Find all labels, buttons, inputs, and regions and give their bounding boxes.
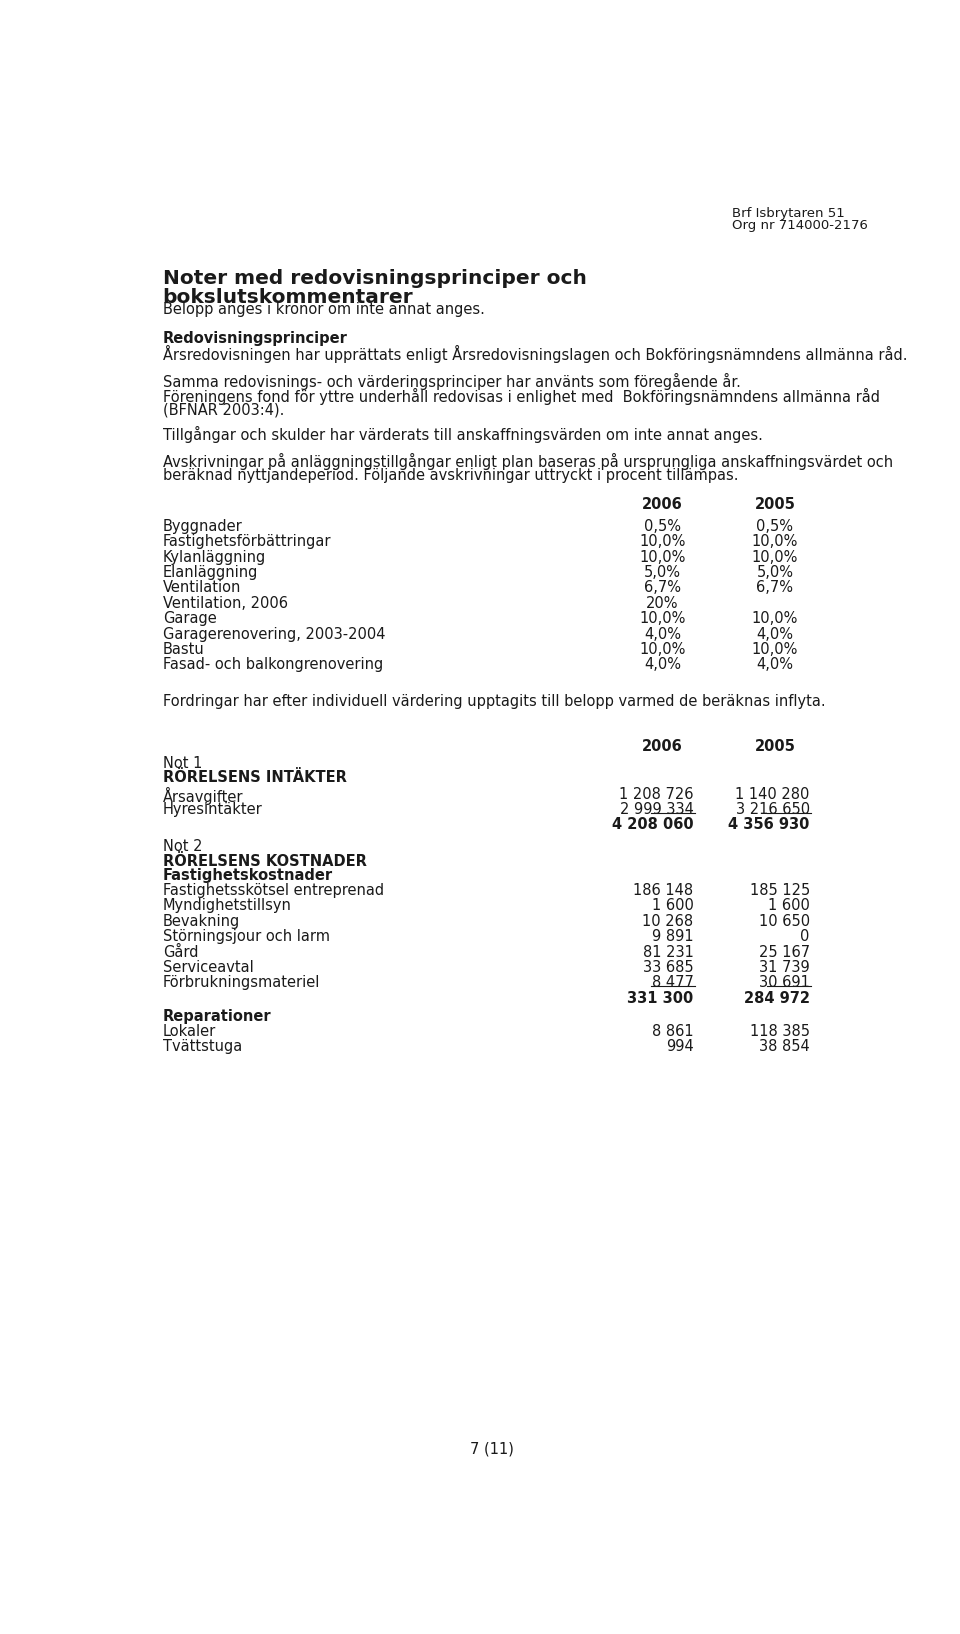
- Text: Fastighetskostnader: Fastighetskostnader: [162, 868, 333, 884]
- Text: Redovisningsprinciper: Redovisningsprinciper: [162, 330, 348, 346]
- Text: Årsavgifter: Årsavgifter: [162, 786, 243, 804]
- Text: 994: 994: [665, 1039, 693, 1054]
- Text: 10,0%: 10,0%: [752, 534, 798, 549]
- Text: Tillgångar och skulder har värderats till anskaffningsvärden om inte annat anges: Tillgångar och skulder har värderats til…: [162, 425, 762, 443]
- Text: (BFNAR 2003:4).: (BFNAR 2003:4).: [162, 402, 284, 417]
- Text: Ventilation: Ventilation: [162, 580, 241, 595]
- Text: 4,0%: 4,0%: [756, 657, 793, 672]
- Text: 10,0%: 10,0%: [752, 549, 798, 564]
- Text: 0: 0: [801, 930, 809, 944]
- Text: 2 999 334: 2 999 334: [619, 802, 693, 817]
- Text: 10,0%: 10,0%: [639, 642, 685, 657]
- Text: Serviceavtal: Serviceavtal: [162, 959, 253, 975]
- Text: 20%: 20%: [646, 596, 679, 611]
- Text: 1 140 280: 1 140 280: [735, 786, 809, 802]
- Text: 9 891: 9 891: [652, 930, 693, 944]
- Text: 2005: 2005: [755, 739, 795, 753]
- Text: 4 208 060: 4 208 060: [612, 817, 693, 832]
- Text: Störningsjour och larm: Störningsjour och larm: [162, 930, 329, 944]
- Text: Gård: Gård: [162, 944, 198, 959]
- Text: 6,7%: 6,7%: [644, 580, 681, 595]
- Text: 38 854: 38 854: [759, 1039, 809, 1054]
- Text: Org nr 714000-2176: Org nr 714000-2176: [732, 219, 868, 232]
- Text: 2005: 2005: [755, 497, 795, 511]
- Text: 1 208 726: 1 208 726: [619, 786, 693, 802]
- Text: 7 (11): 7 (11): [470, 1441, 514, 1458]
- Text: 33 685: 33 685: [643, 959, 693, 975]
- Text: Elanläggning: Elanläggning: [162, 565, 258, 580]
- Text: 185 125: 185 125: [750, 882, 809, 899]
- Text: Tvättstuga: Tvättstuga: [162, 1039, 242, 1054]
- Text: Noter med redovisningsprinciper och: Noter med redovisningsprinciper och: [162, 270, 587, 288]
- Text: 0,5%: 0,5%: [756, 518, 793, 534]
- Text: Föreningens fond för yttre underhåll redovisas i enlighet med  Bokföringsnämnden: Föreningens fond för yttre underhåll red…: [162, 387, 879, 405]
- Text: 4,0%: 4,0%: [644, 657, 681, 672]
- Text: Förbrukningsmateriel: Förbrukningsmateriel: [162, 975, 320, 990]
- Text: 284 972: 284 972: [744, 990, 809, 1005]
- Text: 30 691: 30 691: [758, 975, 809, 990]
- Text: 10,0%: 10,0%: [639, 534, 685, 549]
- Text: 0,5%: 0,5%: [644, 518, 681, 534]
- Text: Samma redovisnings- och värderingsprinciper har använts som föregående år.: Samma redovisnings- och värderingsprinci…: [162, 373, 740, 391]
- Text: 1 600: 1 600: [652, 899, 693, 913]
- Text: 10 268: 10 268: [642, 913, 693, 928]
- Text: 2006: 2006: [642, 497, 683, 511]
- Text: Reparationer: Reparationer: [162, 1010, 272, 1025]
- Text: 31 739: 31 739: [759, 959, 809, 975]
- Text: Avskrivningar på anläggningstillgångar enligt plan baseras på ursprungliga anska: Avskrivningar på anläggningstillgångar e…: [162, 453, 893, 471]
- Text: 5,0%: 5,0%: [644, 565, 681, 580]
- Text: bokslutskommentarer: bokslutskommentarer: [162, 288, 413, 307]
- Text: RÖRELSENS INTÄKTER: RÖRELSENS INTÄKTER: [162, 771, 347, 786]
- Text: Not 2: Not 2: [162, 838, 203, 855]
- Text: 4,0%: 4,0%: [756, 626, 793, 642]
- Text: Myndighetstillsyn: Myndighetstillsyn: [162, 899, 292, 913]
- Text: Kylanläggning: Kylanläggning: [162, 549, 266, 564]
- Text: 186 148: 186 148: [634, 882, 693, 899]
- Text: Garagerenovering, 2003-2004: Garagerenovering, 2003-2004: [162, 626, 385, 642]
- Text: Fordringar har efter individuell värdering upptagits till belopp varmed de beräk: Fordringar har efter individuell värderi…: [162, 694, 826, 709]
- Text: 331 300: 331 300: [627, 990, 693, 1005]
- Text: 4 356 930: 4 356 930: [729, 817, 809, 832]
- Text: 8 477: 8 477: [652, 975, 693, 990]
- Text: 1 600: 1 600: [768, 899, 809, 913]
- Text: Hyresintäkter: Hyresintäkter: [162, 802, 262, 817]
- Text: Bevakning: Bevakning: [162, 913, 240, 928]
- Text: 118 385: 118 385: [750, 1025, 809, 1039]
- Text: Fasad- och balkongrenovering: Fasad- och balkongrenovering: [162, 657, 383, 672]
- Text: Belopp anges i kronor om inte annat anges.: Belopp anges i kronor om inte annat ange…: [162, 302, 485, 317]
- Text: Ventilation, 2006: Ventilation, 2006: [162, 596, 288, 611]
- Text: 10,0%: 10,0%: [752, 642, 798, 657]
- Text: Bastu: Bastu: [162, 642, 204, 657]
- Text: 3 216 650: 3 216 650: [735, 802, 809, 817]
- Text: Fastighetsskötsel entreprenad: Fastighetsskötsel entreprenad: [162, 882, 384, 899]
- Text: 5,0%: 5,0%: [756, 565, 793, 580]
- Text: 2006: 2006: [642, 739, 683, 753]
- Text: 25 167: 25 167: [758, 944, 809, 959]
- Text: 10 650: 10 650: [758, 913, 809, 928]
- Text: 8 861: 8 861: [652, 1025, 693, 1039]
- Text: Årsredovisningen har upprättats enligt Årsredovisningslagen och Bokföringsnämnde: Årsredovisningen har upprättats enligt Å…: [162, 345, 907, 363]
- Text: beräknad nyttjandeperiod. Följande avskrivningar uttryckt i procent tillämpas.: beräknad nyttjandeperiod. Följande avskr…: [162, 467, 738, 484]
- Text: 4,0%: 4,0%: [644, 626, 681, 642]
- Text: 10,0%: 10,0%: [639, 611, 685, 626]
- Text: 81 231: 81 231: [642, 944, 693, 959]
- Text: 6,7%: 6,7%: [756, 580, 793, 595]
- Text: RÖRELSENS KOSTNADER: RÖRELSENS KOSTNADER: [162, 853, 367, 869]
- Text: Brf Isbrytaren 51: Brf Isbrytaren 51: [732, 208, 845, 221]
- Text: Not 1: Not 1: [162, 757, 202, 771]
- Text: Garage: Garage: [162, 611, 216, 626]
- Text: 10,0%: 10,0%: [752, 611, 798, 626]
- Text: Byggnader: Byggnader: [162, 518, 242, 534]
- Text: Lokaler: Lokaler: [162, 1025, 216, 1039]
- Text: Fastighetsförbättringar: Fastighetsförbättringar: [162, 534, 331, 549]
- Text: 10,0%: 10,0%: [639, 549, 685, 564]
